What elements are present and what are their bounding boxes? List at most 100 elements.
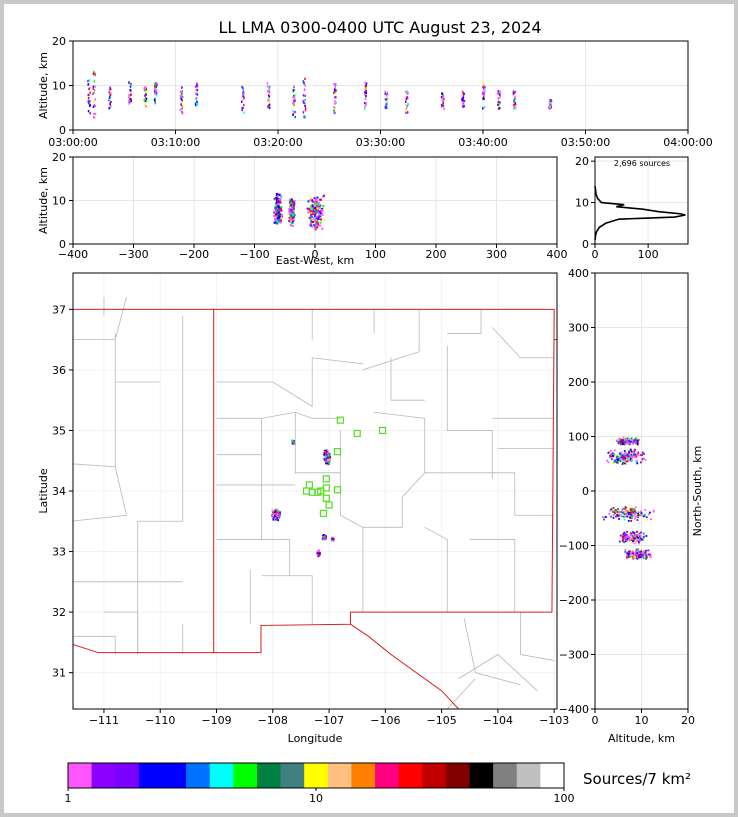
ns-source	[626, 510, 629, 512]
county-boundary	[216, 418, 262, 456]
ew-source	[316, 221, 319, 224]
ns-source	[621, 540, 624, 542]
ns-source	[616, 515, 619, 518]
time-height-source	[108, 86, 111, 89]
time-height-source	[386, 97, 389, 100]
time-height-source	[333, 109, 335, 112]
time-height-source	[266, 82, 269, 85]
ew-tick-label: 300	[486, 248, 507, 261]
time-height-source	[195, 85, 197, 88]
ns-tick-label: −300	[559, 649, 589, 662]
colorbar-label: Sources/7 km²	[583, 770, 691, 788]
time-height-source	[442, 104, 445, 108]
time-height-source	[462, 98, 464, 102]
ns-source	[630, 437, 633, 440]
ns-source	[614, 460, 617, 463]
ns-source	[635, 437, 638, 440]
ew-source	[319, 224, 322, 227]
ns-source	[650, 518, 652, 520]
ns-source	[638, 538, 641, 541]
time-height-source	[89, 112, 91, 115]
time-height-source	[180, 94, 183, 97]
time-height-source	[144, 94, 146, 97]
ns-source	[617, 514, 620, 517]
ew-source	[316, 196, 319, 199]
county-boundary	[73, 463, 127, 522]
ns-source	[627, 551, 630, 553]
ns-source	[633, 440, 636, 442]
ns-source	[623, 457, 625, 459]
ew-source	[316, 207, 319, 210]
ew-alt-tick-label: 20	[52, 151, 66, 164]
time-height-source	[196, 93, 199, 96]
colorbar-swatch	[115, 763, 140, 788]
ns-source	[643, 535, 645, 538]
time-height-source	[92, 85, 95, 88]
ew-source	[319, 221, 322, 224]
ns-source	[623, 513, 626, 516]
ns-source	[616, 461, 619, 464]
time-height-source	[302, 111, 305, 114]
map-source	[328, 455, 330, 457]
time-height-source	[109, 105, 112, 108]
lma-station-marker	[305, 481, 313, 489]
county-boundary	[491, 327, 555, 359]
ns-source	[618, 455, 621, 458]
ew-source	[279, 221, 282, 224]
ew-source	[319, 215, 322, 218]
map-source	[327, 453, 329, 455]
ns-source	[630, 508, 632, 511]
time-height-source	[497, 100, 500, 103]
ns-source	[637, 537, 639, 540]
ns-source	[608, 450, 611, 453]
rio-grande-border	[350, 623, 459, 709]
map-source	[276, 509, 279, 512]
ns-source	[619, 451, 622, 454]
ns-source	[613, 459, 616, 462]
ew-source	[280, 209, 283, 212]
ew-source	[278, 219, 281, 222]
time-height-source	[94, 85, 97, 88]
ns-source	[632, 508, 635, 511]
map-source	[325, 457, 328, 459]
ew-source	[290, 204, 293, 207]
ew-source	[278, 206, 281, 209]
ew-source	[293, 199, 296, 202]
hist-alt-tick-label: 10	[575, 197, 589, 210]
ns-source	[618, 458, 621, 460]
ns-source	[629, 540, 632, 543]
ns-source	[642, 556, 645, 559]
time-height-source	[129, 85, 132, 88]
ew-source	[288, 205, 291, 208]
ns-source	[644, 509, 647, 511]
ew-source	[292, 206, 295, 209]
hist-alt-tick-label: 20	[575, 155, 589, 168]
ns-source	[652, 510, 655, 513]
ns-source	[606, 459, 608, 462]
ew-source	[321, 207, 324, 210]
ew-source	[315, 209, 318, 212]
time-height-source	[364, 97, 367, 100]
time-height-source	[334, 100, 336, 103]
ew-source	[311, 225, 314, 228]
time-height-source	[406, 111, 409, 114]
ns-source	[624, 463, 627, 465]
ns-source	[618, 511, 621, 514]
ns-tick-label: −200	[559, 594, 589, 607]
time-height-source	[405, 107, 408, 110]
time-height-source	[128, 96, 130, 99]
county-boundary	[463, 618, 521, 686]
county-boundary	[216, 454, 262, 540]
time-height-source	[550, 104, 552, 107]
time-height-source	[499, 95, 501, 98]
time-height-source	[154, 97, 156, 100]
time-height-source	[461, 100, 464, 104]
time-height-source	[482, 86, 484, 89]
time-height-source	[181, 111, 184, 115]
ns-source	[636, 554, 639, 557]
time-height-source	[364, 88, 367, 91]
time-height-source	[405, 97, 408, 101]
ns-source	[631, 535, 634, 537]
time-height-source	[440, 105, 443, 109]
time-height-source	[145, 97, 148, 101]
